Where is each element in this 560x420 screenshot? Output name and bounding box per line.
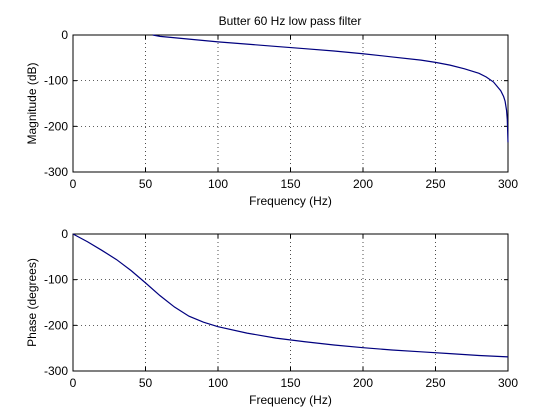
- magnitude-xtick-label: 0: [70, 177, 77, 191]
- phase-ylabel: Phase (degrees): [25, 258, 39, 347]
- phase-xtick-label: 100: [208, 376, 228, 390]
- magnitude-xtick-label: 250: [425, 177, 445, 191]
- phase-ytick-label: 0: [61, 227, 68, 241]
- magnitude-xtick-label: 200: [353, 177, 373, 191]
- phase-series-line: [72, 233, 509, 358]
- magnitude-ytick-label: -200: [44, 119, 68, 133]
- phase-ytick-label: -100: [44, 273, 68, 287]
- phase-ytick-label: -300: [44, 364, 68, 378]
- phase-xtick-label: 200: [353, 376, 373, 390]
- magnitude-plot: 0 50 100 150 200 250 300 0 -100 -200 -300 Frequency…: [25, 28, 518, 208]
- magnitude-series-line: [152, 34, 509, 143]
- phase-xtick-label: 250: [425, 376, 445, 390]
- magnitude-ytick-label: -300: [44, 165, 68, 179]
- phase-xtick-label: 0: [70, 376, 77, 390]
- magnitude-xtick-label: 100: [208, 177, 228, 191]
- magnitude-xtick-label: 300: [498, 177, 518, 191]
- magnitude-ylabel: Magnitude (dB): [25, 62, 39, 144]
- magnitude-ytick-label: -100: [44, 74, 68, 88]
- magnitude-xtick-label: 50: [139, 177, 153, 191]
- phase-xlabel: Frequency (Hz): [249, 393, 332, 407]
- phase-xtick-label: 150: [280, 376, 300, 390]
- phase-ytick-label: -200: [44, 318, 68, 332]
- magnitude-ytick-label: 0: [61, 28, 68, 42]
- phase-xtick-label: 50: [139, 376, 153, 390]
- magnitude-xtick-label: 150: [280, 177, 300, 191]
- phase-xtick-label: 300: [498, 376, 518, 390]
- phase-plot: 0 50 100 150 200 250 300 0 -100 -200 -300 Frequency…: [25, 227, 518, 407]
- chart-title: Butter 60 Hz low pass filter: [219, 14, 362, 28]
- magnitude-xlabel: Frequency (Hz): [249, 194, 332, 208]
